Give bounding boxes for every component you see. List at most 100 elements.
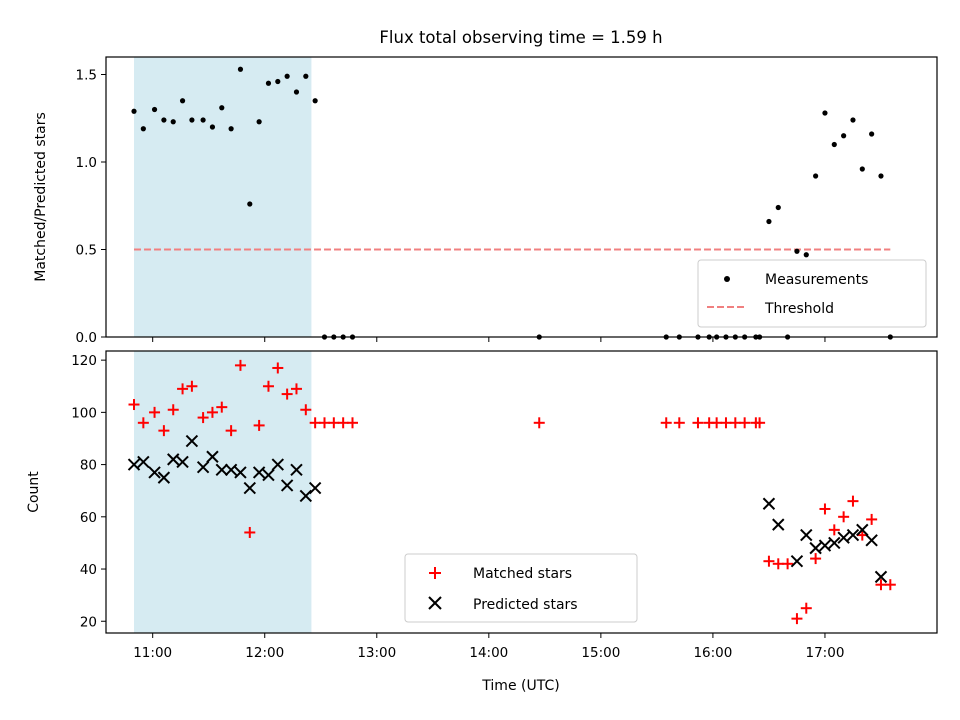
measurement-point [161, 117, 167, 123]
predicted-star-point [772, 518, 785, 531]
measurement-point [131, 108, 137, 114]
matched-star-point [346, 417, 358, 429]
matched-star-point [819, 503, 831, 515]
matched-star-point [253, 419, 265, 431]
x-tick-label: 11:00 [133, 645, 172, 661]
matched-star-point [754, 417, 766, 429]
bottom-y-axis-label: Count [26, 471, 42, 513]
predicted-star-point [809, 541, 822, 555]
measurement-point [303, 73, 309, 79]
matched-star-point [300, 404, 312, 416]
measurement-point [841, 133, 847, 139]
measurement-point [179, 98, 186, 104]
legend-measurements-label: Measurements [765, 272, 868, 288]
top-y-tick-label: 1.0 [76, 155, 97, 171]
measurement-point [275, 78, 281, 85]
top-shaded-region [134, 57, 312, 337]
matched-star-point [692, 417, 704, 429]
matched-star-point [800, 602, 812, 614]
matched-star-point [838, 511, 850, 523]
matched-star-point [158, 425, 170, 437]
measurement-point [803, 252, 809, 258]
measurement-point [878, 173, 884, 179]
measurement-point [813, 173, 819, 179]
matched-star-point [866, 513, 878, 525]
measurement-point [237, 66, 244, 72]
matched-star-point [791, 613, 803, 625]
matched-star-point [318, 417, 330, 429]
x-tick-label: 17:00 [806, 645, 845, 661]
matched-star-point [177, 383, 189, 395]
measurement-point [293, 89, 300, 95]
measurement-point [775, 204, 781, 211]
predicted-star-point [271, 458, 285, 471]
predicted-star-point [127, 458, 141, 471]
predicted-star-point [837, 531, 850, 544]
bottom-panel: 11:00 12:00 13:00 14:00 15:00 16:00 17:00 20 40 6… [26, 350, 938, 694]
predicted-star-point [874, 570, 888, 584]
matched-star-point [772, 558, 784, 570]
x-tick-label: 16:00 [693, 645, 732, 661]
matched-star-point [149, 406, 161, 418]
matched-star-point [763, 555, 775, 567]
matched-star-point [206, 406, 218, 418]
matched-star-point [309, 417, 321, 429]
matched-star-point [137, 417, 149, 429]
matched-star-point [847, 495, 859, 507]
top-legend: Measurements Threshold [697, 259, 927, 328]
predicted-star-point [148, 466, 161, 479]
matched-star-point [875, 579, 887, 591]
measurement-point [312, 98, 318, 104]
legend-matched-label: Matched stars [473, 566, 572, 582]
matched-star-point [711, 417, 723, 429]
predicted-star-point [252, 466, 266, 479]
predicted-star-point [167, 453, 180, 466]
legend-threshold-label: Threshold [764, 301, 834, 317]
predicted-star-point [262, 468, 275, 482]
x-tick-label: 13:00 [357, 645, 396, 661]
top-y-tick-label: 0.0 [76, 330, 97, 346]
measurement-point [200, 117, 206, 123]
predicted-star-point [299, 489, 313, 503]
measurement-point [151, 106, 158, 113]
predicted-star-point [243, 481, 256, 495]
predicted-star-point [308, 481, 322, 495]
matched-star-point [328, 417, 340, 429]
x-tick-label: 15:00 [581, 645, 620, 661]
bottom-y-tick-label: 60 [80, 510, 97, 526]
matched-star-point [167, 404, 179, 416]
matched-star-point [729, 417, 741, 429]
matched-star-point [828, 524, 840, 536]
matched-star-point [244, 526, 256, 538]
measurement-point [228, 126, 234, 132]
measurement-point [170, 119, 176, 125]
legend-measurement-marker [724, 276, 730, 282]
matched-star-point [533, 417, 545, 429]
predicted-star-point [800, 528, 813, 542]
matched-star-point [673, 417, 685, 429]
measurement-point [189, 117, 195, 123]
matched-star-point [128, 399, 140, 411]
matched-star-point [290, 383, 302, 395]
matched-star-point [225, 425, 237, 437]
x-tick-label: 12:00 [245, 645, 284, 661]
bottom-y-tick-label: 80 [80, 458, 97, 474]
predicted-star-point [206, 450, 219, 463]
predicted-star-point [137, 455, 150, 469]
matched-star-point [197, 412, 209, 424]
matched-star-point [186, 380, 198, 392]
bottom-y-tick-label: 20 [80, 614, 97, 630]
predicted-star-point [280, 479, 294, 492]
bottom-legend-box [404, 553, 638, 623]
bottom-shaded-region [134, 351, 312, 633]
predicted-star-point [196, 460, 210, 474]
matched-star-point [782, 558, 794, 570]
x-tick-label: 14:00 [469, 645, 508, 661]
measurement-point [284, 73, 290, 79]
chart-title: Flux total observing time = 1.59 h [379, 28, 662, 47]
bottom-legend: Matched stars Predicted stars [404, 553, 638, 623]
matched-star-point [810, 553, 822, 565]
matched-star-point [884, 579, 896, 591]
measurement-point [794, 248, 800, 254]
